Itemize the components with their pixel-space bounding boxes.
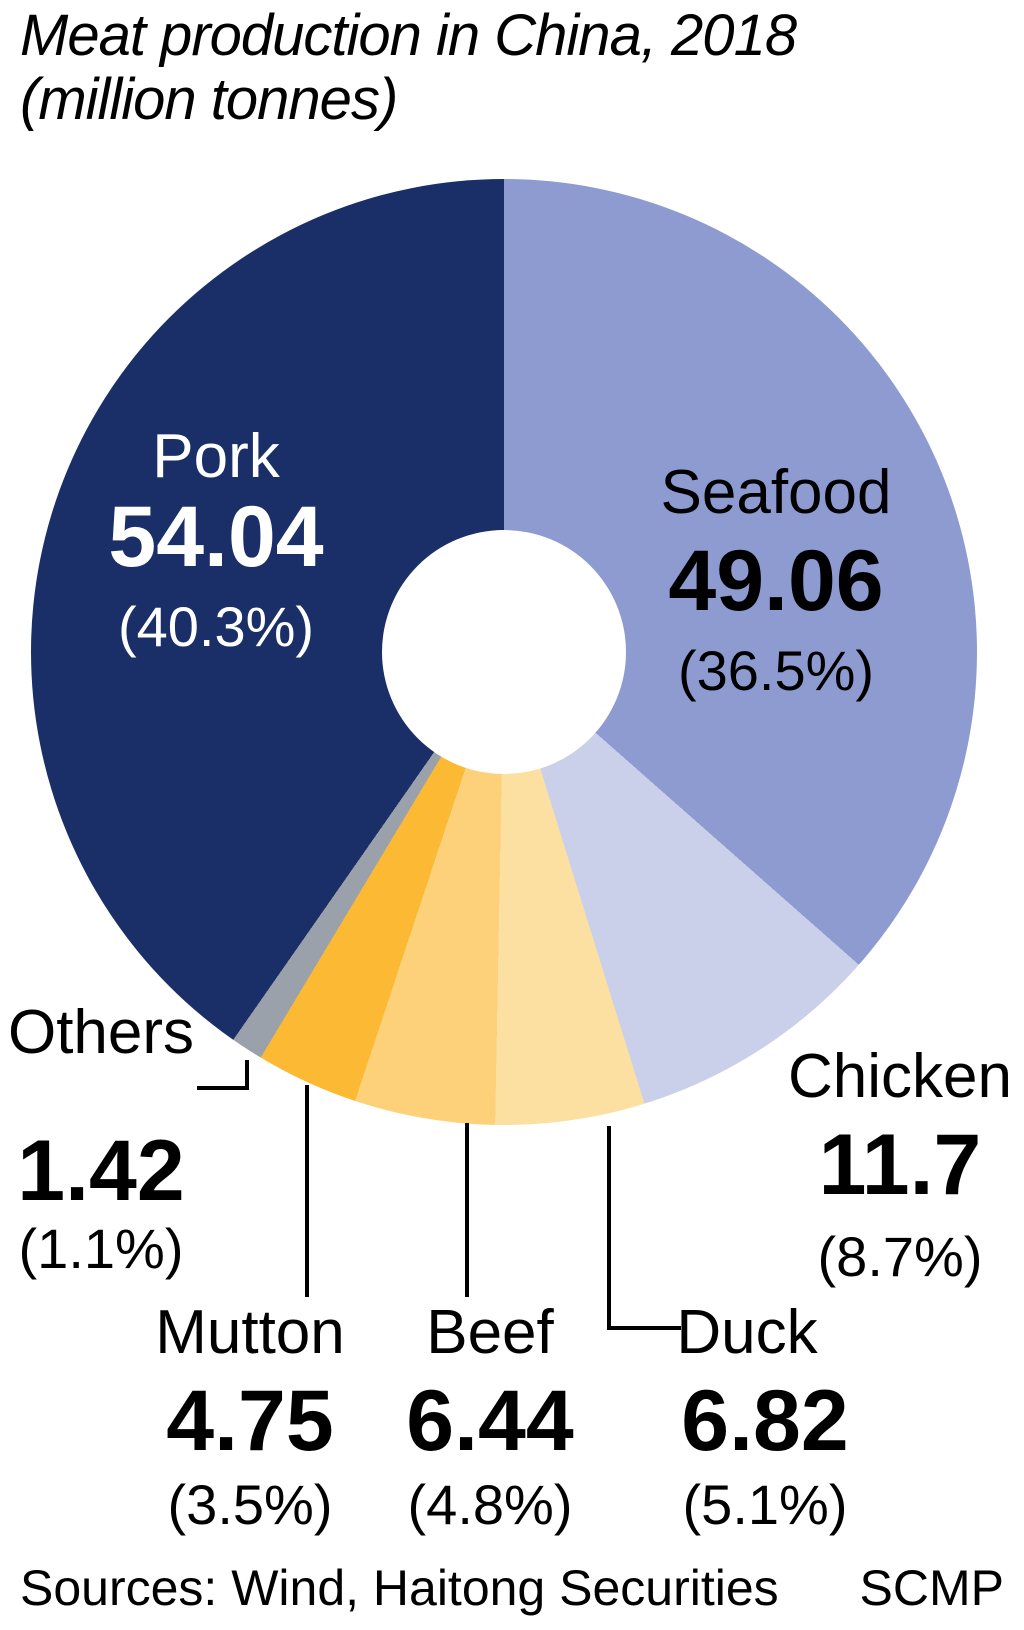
- segment-percent: (4.8%): [407, 1473, 573, 1536]
- segment-label-pork: Pork 54.04 (40.3%): [36, 424, 396, 658]
- leader-line-others: [197, 1086, 249, 1090]
- leader-line-mutton: [305, 1085, 309, 1297]
- credit-text: SCMP: [859, 1560, 1004, 1616]
- segment-value: 1.42: [17, 1123, 185, 1219]
- segment-value: 54.04: [108, 489, 324, 585]
- leader-line-duck-elbow: [607, 1326, 681, 1330]
- segment-value: 49.06: [668, 533, 884, 629]
- segment-name: Others: [7, 998, 195, 1067]
- segment-percent: (40.3%): [117, 595, 315, 658]
- segment-label-beef: Beef 6.44 (4.8%): [340, 1300, 640, 1536]
- segment-value: 6.82: [681, 1373, 849, 1469]
- segment-name: Duck: [676, 1298, 818, 1367]
- segment-label-duck: Duck 6.82 (5.1%): [615, 1300, 915, 1536]
- segment-name: Pork: [152, 422, 280, 491]
- segment-percent: (1.1%): [18, 1217, 184, 1280]
- segment-name: Beef: [426, 1298, 554, 1367]
- segment-percent: (5.1%): [682, 1473, 848, 1536]
- leader-line-beef: [465, 1123, 469, 1297]
- chart-title: Meat production in China, 2018 (million …: [20, 3, 797, 132]
- segment-value: 6.44: [406, 1373, 574, 1469]
- chart-title-line1: Meat production in China, 2018: [20, 3, 797, 68]
- segment-label-chicken: Chicken 11.7 (8.7%): [750, 1044, 1024, 1288]
- segment-percent: (3.5%): [167, 1473, 333, 1536]
- leader-line-duck: [607, 1126, 611, 1330]
- segment-value: 4.75: [166, 1373, 334, 1469]
- segment-value: 11.7: [818, 1117, 982, 1213]
- segment-name: Chicken: [788, 1042, 1012, 1111]
- footer: Sources: Wind, Haitong Securities SCMP: [20, 1560, 1004, 1616]
- donut-hole: [382, 530, 626, 774]
- sources-text: Sources: Wind, Haitong Securities: [20, 1560, 779, 1616]
- segment-label-mutton: Mutton 4.75 (3.5%): [100, 1300, 400, 1536]
- segment-percent: (8.7%): [817, 1225, 983, 1288]
- segment-label-others: Others 1.42 (1.1%): [0, 1000, 221, 1280]
- segment-name: Seafood: [660, 458, 892, 527]
- segment-percent: (36.5%): [677, 639, 875, 702]
- leader-line-others-elbow: [245, 1060, 249, 1090]
- segment-label-seafood: Seafood 49.06 (36.5%): [596, 460, 956, 702]
- segment-name: Mutton: [155, 1298, 345, 1367]
- chart-title-line2: (million tonnes): [20, 67, 398, 132]
